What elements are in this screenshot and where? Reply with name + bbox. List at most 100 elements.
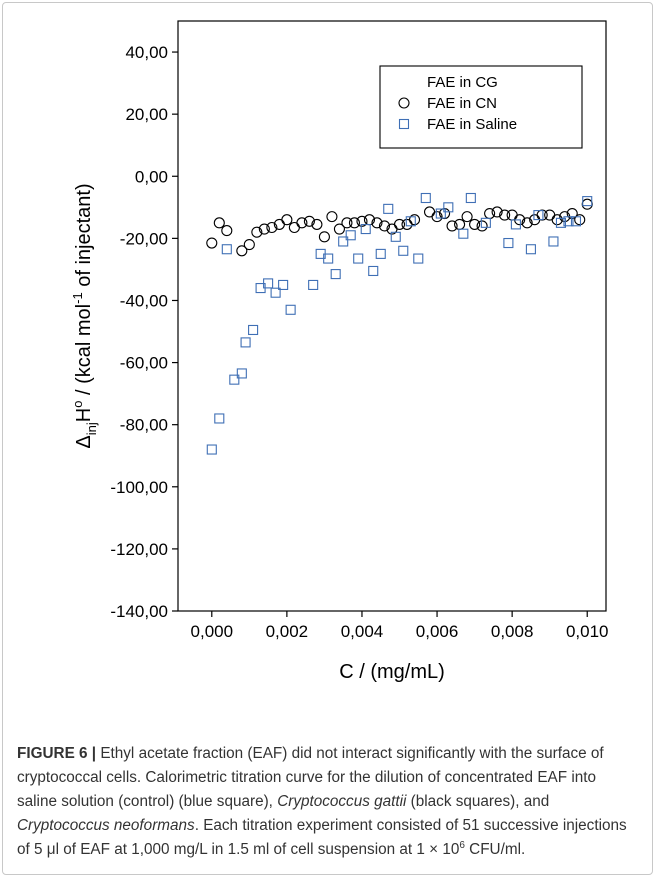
saline-point bbox=[525, 244, 536, 255]
saline-point bbox=[308, 279, 319, 290]
saline-point bbox=[330, 269, 341, 280]
saline-point bbox=[214, 413, 225, 424]
cn-point bbox=[393, 218, 406, 230]
y-tick-label: -40,00 bbox=[120, 291, 168, 310]
y-axis-label-part: -1 bbox=[70, 292, 85, 304]
cn-point bbox=[236, 245, 248, 257]
cn-point bbox=[521, 217, 533, 229]
figure-caption: FIGURE 6 | Ethyl acetate fraction (EAF) … bbox=[17, 742, 637, 862]
cn-point bbox=[566, 207, 578, 220]
legend-label: FAE in CG bbox=[427, 74, 498, 91]
saline-point bbox=[345, 230, 356, 241]
cn-point bbox=[476, 220, 488, 232]
legend-label: FAE in Saline bbox=[427, 116, 517, 133]
cn-point bbox=[221, 225, 233, 237]
saline-point bbox=[435, 208, 446, 219]
y-tick-label: -60,00 bbox=[120, 354, 168, 373]
cn-point bbox=[326, 211, 338, 223]
saline-point bbox=[323, 253, 334, 264]
y-axis-label-part: o bbox=[70, 401, 85, 408]
cn-point bbox=[333, 223, 345, 235]
y-tick-label: -80,00 bbox=[120, 416, 168, 435]
caption-species-neoformans: Cryptococcus neoformans bbox=[17, 817, 195, 834]
saline-point bbox=[360, 224, 371, 235]
saline-point bbox=[458, 228, 469, 239]
saline-point bbox=[353, 253, 364, 264]
cn-point bbox=[251, 226, 263, 238]
cn-point bbox=[281, 214, 293, 226]
caption-text-3: . Each titration experiment consisted of… bbox=[17, 817, 627, 858]
saline-point bbox=[420, 192, 431, 204]
saline-point bbox=[405, 216, 416, 227]
saline-point bbox=[563, 216, 574, 227]
y-axis-label-part: of injectant) bbox=[73, 183, 95, 292]
saline-point bbox=[555, 217, 566, 228]
cn-point bbox=[378, 220, 391, 232]
x-tick-label: 0,010 bbox=[566, 622, 609, 641]
x-tick-label: 0,008 bbox=[491, 622, 534, 641]
chart: 40,00 20,00 0,00 -20,00 -40,00 -60,00 -80,00 -1… bbox=[70, 20, 609, 683]
cn-point bbox=[461, 211, 473, 223]
x-axis-label: C / (mg/mL) bbox=[339, 661, 445, 683]
saline-point bbox=[398, 245, 409, 256]
saline-point bbox=[206, 444, 217, 455]
cn-point bbox=[454, 218, 466, 230]
y-tick-label: -140,00 bbox=[110, 602, 168, 621]
cn-point bbox=[243, 239, 255, 251]
saline-point bbox=[510, 219, 521, 230]
saline-point bbox=[582, 196, 593, 207]
saline-point bbox=[533, 210, 544, 221]
y-tick-label: -100,00 bbox=[110, 478, 168, 497]
cn-point bbox=[303, 215, 315, 227]
saline-point bbox=[285, 304, 296, 315]
saline-point bbox=[248, 324, 259, 336]
cn-point bbox=[311, 218, 323, 230]
saline-point bbox=[270, 287, 281, 298]
x-tick-label: 0,000 bbox=[191, 622, 234, 641]
cn-point bbox=[506, 209, 518, 221]
cn-point bbox=[469, 218, 481, 230]
x-tick-label: 0,002 bbox=[266, 622, 309, 641]
legend-label: FAE in CN bbox=[427, 95, 497, 112]
saline-point bbox=[413, 253, 424, 264]
cn-point bbox=[371, 217, 383, 229]
legend-marker-saline bbox=[398, 118, 410, 130]
cn-point bbox=[356, 215, 368, 227]
saline-point bbox=[338, 236, 349, 247]
y-tick-label: -120,00 bbox=[110, 540, 168, 559]
saline-point bbox=[548, 236, 559, 247]
cn-point bbox=[266, 221, 278, 234]
cn-point bbox=[408, 214, 421, 226]
y-axis-label-part: Δ bbox=[73, 435, 95, 448]
cn-point bbox=[206, 237, 218, 249]
y-axis-label-part: H bbox=[73, 408, 95, 422]
caption-figure-label: FIGURE 6 bbox=[17, 745, 88, 762]
cn-point bbox=[431, 211, 443, 223]
cn-point bbox=[423, 206, 436, 218]
y-tick-label: 40,00 bbox=[125, 43, 168, 62]
caption-separator: | bbox=[87, 745, 101, 762]
legend: FAE in CG FAE in CN FAE in Saline bbox=[379, 65, 583, 149]
x-axis: 0,000 0,002 0,004 0,006 0,008 0,010 bbox=[191, 611, 609, 641]
saline-point bbox=[236, 368, 247, 379]
saline-point bbox=[375, 248, 386, 259]
y-tick-label: 20,00 bbox=[125, 105, 168, 124]
saline-point bbox=[368, 265, 379, 277]
cn-point bbox=[544, 209, 556, 221]
y-axis-label: ΔinjHo / (kcal mol-1 of injectant) bbox=[70, 183, 99, 448]
cn-point bbox=[296, 217, 308, 229]
cn-point bbox=[581, 198, 593, 210]
saline-point bbox=[263, 278, 274, 289]
x-tick-label: 0,006 bbox=[416, 622, 459, 641]
plot-area bbox=[177, 20, 607, 612]
saline-point bbox=[390, 231, 401, 242]
saline-point bbox=[503, 237, 514, 249]
cn-point bbox=[288, 221, 300, 234]
cn-point bbox=[401, 218, 413, 230]
caption-species-gattii: Cryptococcus gattii bbox=[277, 793, 407, 810]
saline-point bbox=[278, 279, 289, 290]
caption-text-1: Ethyl acetate fraction (EAF) did not int… bbox=[17, 745, 604, 810]
cn-point bbox=[499, 209, 511, 221]
cn-point bbox=[348, 217, 361, 229]
caption-text-2: (black squares), and bbox=[406, 793, 550, 810]
